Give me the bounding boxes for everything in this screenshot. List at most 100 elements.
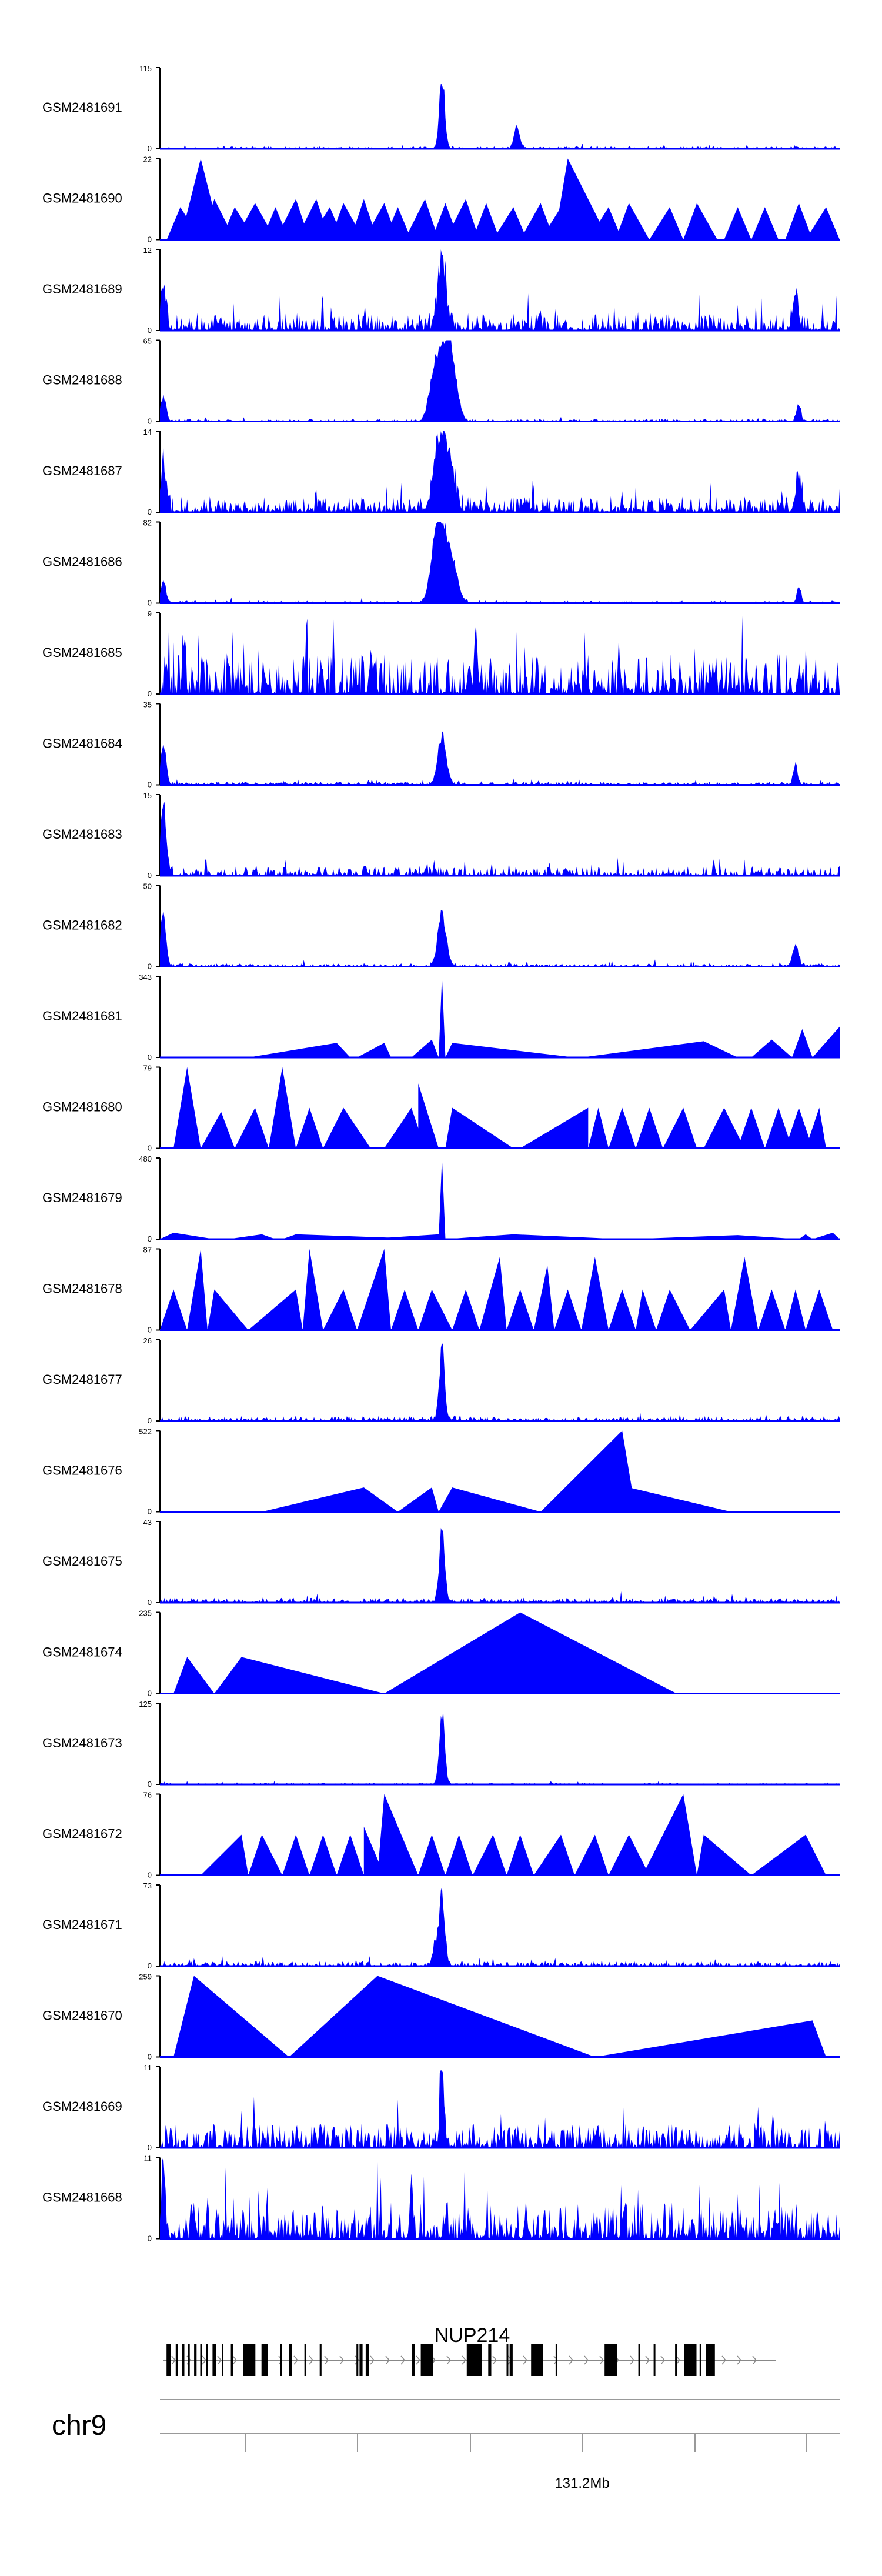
signal-peak [323,1107,371,1149]
signal-peak [472,1834,507,1876]
signal-peak [384,1612,677,1694]
signal-peak [309,1834,337,1876]
strand-arrow [721,2355,726,2365]
track-label: GSM2481677 [42,1372,122,1387]
y-max-label: 9 [148,609,152,618]
exon [175,2344,178,2376]
signal-peak [533,1265,554,1330]
signal-peak [357,1249,391,1330]
strand-arrow [355,2355,359,2365]
signal-peak [228,1234,276,1239]
exon [304,2344,306,2376]
track-GSM2481682: GSM2481682 50 0 [42,882,840,971]
y-max-label: 12 [143,246,152,255]
track-GSM2481677: GSM2481677 26 0 [42,1336,840,1425]
exon [206,2344,208,2376]
signal-peak [445,1107,514,1149]
signal-peak [703,1107,745,1149]
track-GSM2481681: GSM2481681 343 0 [42,973,840,1062]
track-label: GSM2481679 [42,1190,122,1205]
signal-peak [806,1289,833,1330]
signal-area [160,1527,840,1603]
signal-area [160,83,840,149]
signal-peak [493,207,527,240]
strand-arrow [660,2355,665,2365]
y-min-label: 0 [148,2143,152,2152]
signal-peak [235,203,276,240]
track-GSM2481683: GSM2481683 15 0 [42,791,840,880]
y-max-label: 43 [143,1518,152,1527]
strand-arrow [232,2355,237,2365]
y-min-label: 0 [148,1416,152,1425]
track-label: GSM2481668 [42,2190,122,2205]
track-label: GSM2481683 [42,827,122,842]
strand-arrow [171,2355,176,2365]
exon [699,2344,701,2376]
axis-tick-label: 131.2Mb [554,2475,609,2491]
signal-area [160,340,840,422]
signal-peak [201,1834,249,1876]
y-max-label: 65 [143,337,152,346]
signal-area [160,801,840,876]
strand-arrow [324,2355,329,2365]
strand-arrow [385,2355,390,2365]
strand-arrow [446,2355,451,2365]
signal-area [160,730,840,785]
track-GSM2481670: GSM2481670 259 0 [42,1973,840,2061]
signal-peak [737,1107,765,1149]
signal-peak [357,1043,391,1057]
signal-peak [411,1039,439,1057]
track-label: GSM2481675 [42,1554,122,1569]
strand-arrow [630,2355,634,2365]
signal-peak [609,1834,650,1876]
strand-arrow [492,2355,497,2365]
exon [230,2344,233,2376]
signal-peak [629,1487,731,1512]
signal-area [160,1887,840,1966]
y-min-label: 0 [148,599,152,608]
track-GSM2481672: GSM2481672 76 0 [42,1791,840,1880]
y-max-label: 26 [143,1336,152,1345]
signal-peak [751,1039,793,1057]
strand-arrow [584,2355,589,2365]
track-label: GSM2481686 [42,555,122,569]
signal-peak [269,1067,296,1149]
signal-peak [296,1107,323,1149]
y-max-label: 11 [144,2063,152,2072]
signal-peak [418,1083,439,1149]
signal-peak [609,1289,636,1330]
signal-peak [764,1107,793,1149]
track-label: GSM2481671 [42,1917,122,1932]
track-label: GSM2481670 [42,2008,122,2023]
strand-arrow [217,2355,222,2365]
track-label: GSM2481691 [42,100,122,115]
strand-arrow [569,2355,573,2365]
y-max-label: 343 [139,973,152,982]
track-label: GSM2481672 [42,1827,122,1841]
signal-area [160,1710,840,1784]
strand-arrow [370,2355,375,2365]
signal-peak [731,1257,759,1330]
y-max-label: 22 [143,155,152,164]
signal-peak [282,1834,310,1876]
signal-peak [554,1289,582,1330]
strand-arrow [553,2355,558,2365]
signal-peak [690,1289,731,1330]
y-max-label: 259 [139,1973,152,1981]
y-max-label: 50 [143,882,152,891]
signal-peak [302,1249,323,1330]
exon [506,2344,509,2376]
signal-peak [173,1657,215,1694]
y-min-label: 0 [148,2234,152,2243]
y-min-label: 0 [148,1144,152,1153]
signal-peak [248,1289,303,1330]
y-min-label: 0 [148,780,152,789]
y-max-label: 73 [143,1881,152,1890]
signal-area [160,2070,840,2148]
track-GSM2481680: GSM2481680 79 0 [42,1064,840,1153]
exon [188,2344,190,2376]
y-min-label: 0 [148,1507,152,1516]
exon [684,2344,697,2376]
signal-peak [275,199,310,240]
signal-peak [785,1289,806,1330]
